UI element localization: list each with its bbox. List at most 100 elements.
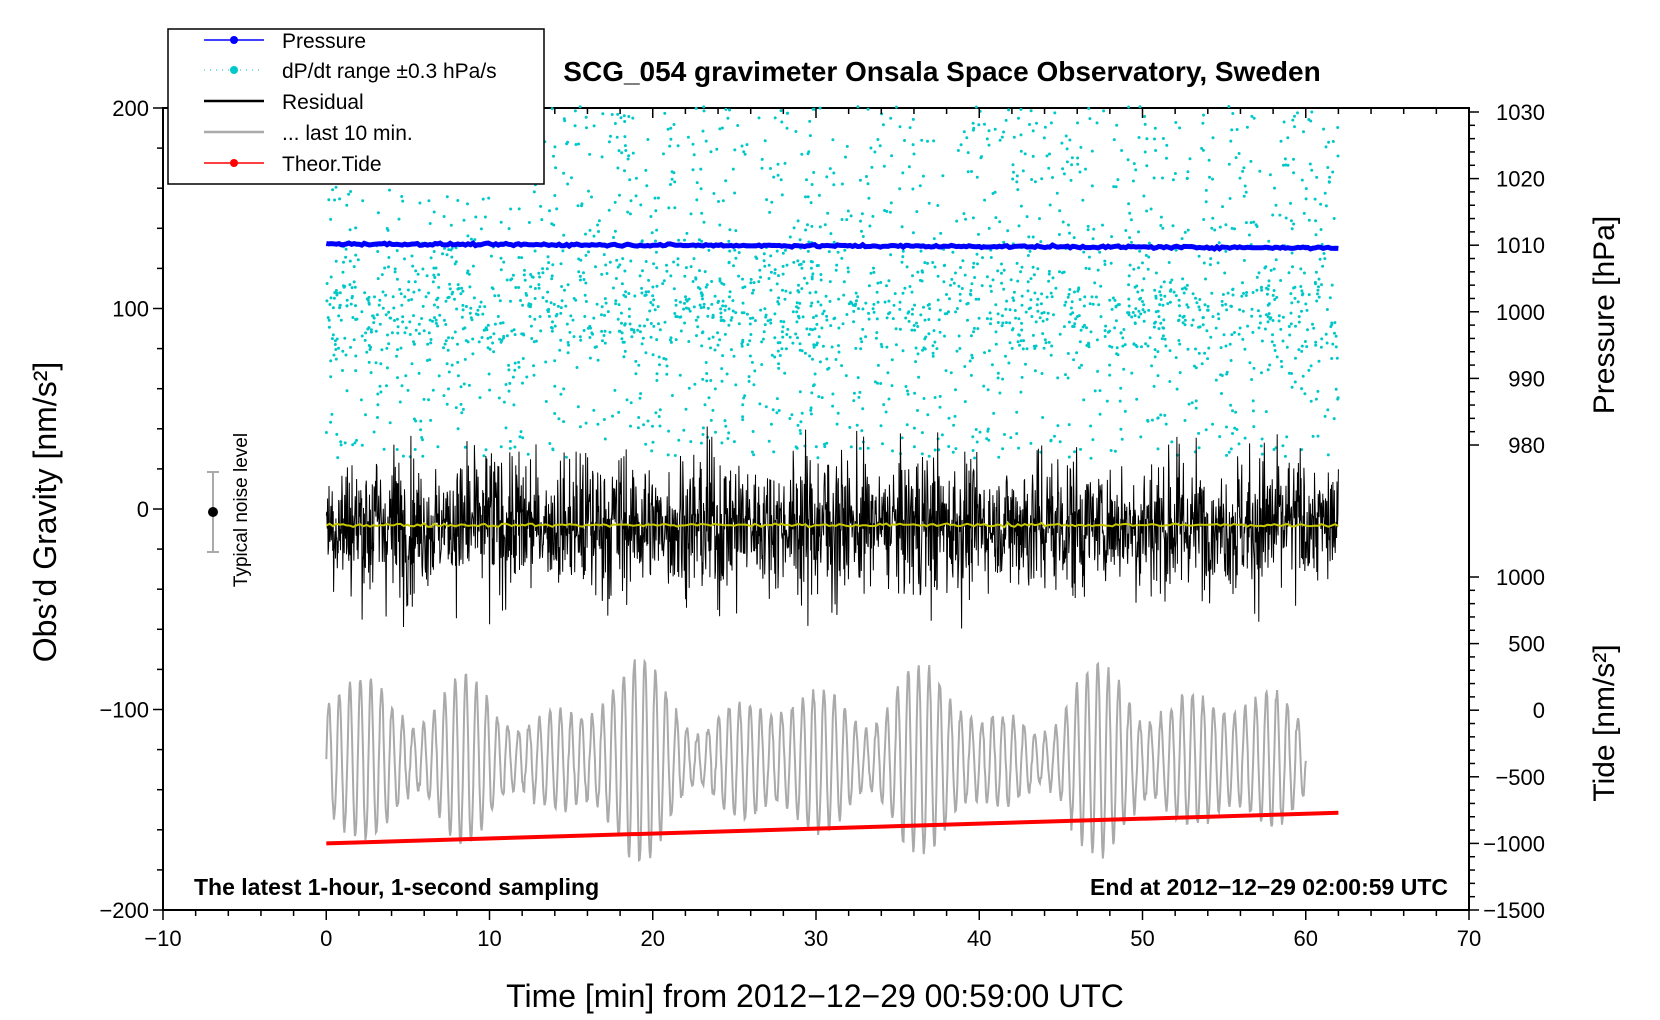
dpdt-point	[731, 167, 735, 171]
dpdt-point	[1120, 149, 1124, 152]
x-tick-label: 50	[1130, 926, 1154, 951]
dpdt-point	[432, 266, 436, 270]
dpdt-point	[971, 449, 975, 452]
dpdt-point	[410, 254, 414, 258]
dpdt-point	[1000, 281, 1004, 285]
dpdt-point	[594, 265, 597, 269]
dpdt-point	[1244, 221, 1248, 225]
dpdt-point	[426, 342, 430, 346]
dpdt-point	[634, 176, 638, 180]
dpdt-point	[808, 291, 812, 295]
dpdt-point	[790, 413, 794, 417]
dpdt-point	[1082, 250, 1086, 254]
dpdt-point	[400, 303, 404, 307]
dpdt-point	[1132, 342, 1136, 346]
dpdt-point	[955, 349, 959, 353]
dpdt-point	[624, 290, 628, 294]
dpdt-point	[1203, 351, 1207, 355]
dpdt-point	[417, 371, 421, 375]
dpdt-point	[1163, 294, 1167, 298]
dpdt-point	[707, 337, 711, 341]
dpdt-point	[1071, 325, 1075, 328]
dpdt-point	[911, 307, 914, 311]
dpdt-point	[1234, 410, 1238, 414]
dpdt-point	[416, 272, 420, 276]
dpdt-point	[737, 274, 741, 278]
dpdt-point	[1183, 323, 1187, 327]
dpdt-point	[976, 262, 979, 266]
dpdt-point	[670, 177, 674, 181]
dpdt-point	[692, 305, 696, 309]
dpdt-point	[699, 167, 703, 171]
dpdt-point	[462, 218, 466, 222]
dpdt-point	[887, 279, 891, 283]
dpdt-point	[1038, 316, 1042, 320]
dpdt-point	[467, 272, 471, 276]
dpdt-point	[327, 318, 331, 322]
dpdt-point	[1019, 339, 1023, 343]
dpdt-point	[721, 304, 725, 308]
dpdt-point	[1075, 351, 1079, 355]
dpdt-point	[1020, 294, 1024, 298]
dpdt-point	[461, 308, 465, 312]
dpdt-point	[879, 424, 883, 428]
dpdt-point	[334, 289, 338, 292]
dpdt-point	[1026, 254, 1030, 257]
dpdt-point	[365, 350, 369, 354]
dpdt-point	[330, 337, 334, 341]
dpdt-point	[912, 445, 916, 449]
dpdt-point	[1331, 170, 1335, 174]
dpdt-point	[665, 364, 669, 368]
pressure-tick-label: 1000	[1496, 300, 1545, 325]
dpdt-point	[442, 346, 445, 350]
dpdt-point	[905, 423, 909, 427]
dpdt-point	[1185, 177, 1189, 181]
dpdt-point	[466, 202, 469, 206]
dpdt-point	[685, 299, 689, 303]
dpdt-point	[1225, 370, 1229, 374]
dpdt-point	[548, 442, 552, 445]
dpdt-point	[574, 143, 578, 146]
dpdt-point	[529, 273, 533, 276]
dpdt-point	[520, 256, 524, 260]
dpdt-point	[1242, 166, 1246, 170]
dpdt-point	[1323, 257, 1327, 261]
dpdt-point	[850, 301, 854, 305]
dpdt-point	[1072, 236, 1076, 240]
dpdt-point	[728, 108, 731, 112]
dpdt-point	[1183, 318, 1187, 322]
dpdt-point	[668, 144, 672, 148]
dpdt-point	[1103, 259, 1107, 263]
dpdt-point	[1065, 160, 1069, 164]
dpdt-point	[1027, 307, 1031, 311]
dpdt-point	[911, 231, 915, 235]
dpdt-point	[894, 327, 898, 331]
dpdt-point	[345, 389, 349, 393]
dpdt-point	[1047, 272, 1051, 276]
dpdt-point	[835, 422, 839, 426]
dpdt-point	[808, 354, 812, 358]
dpdt-point	[1049, 439, 1053, 443]
chart-title: SCG_054 gravimeter Onsala Space Observat…	[563, 56, 1320, 87]
dpdt-point	[687, 307, 691, 311]
dpdt-point	[466, 269, 470, 273]
dpdt-point	[563, 288, 566, 292]
dpdt-point	[588, 324, 592, 328]
dpdt-point	[530, 275, 534, 279]
y-axis-title-gravity: Obs’d Gravity [nm/s²]	[27, 362, 63, 663]
dpdt-point	[745, 312, 749, 316]
dpdt-point	[445, 362, 449, 366]
dpdt-point	[727, 431, 731, 435]
dpdt-point	[891, 449, 894, 453]
dpdt-point	[764, 315, 768, 319]
dpdt-point	[447, 387, 450, 391]
dpdt-point	[952, 281, 956, 285]
dpdt-point	[492, 350, 496, 354]
dpdt-point	[846, 209, 850, 213]
dpdt-point	[1172, 290, 1176, 294]
dpdt-point	[954, 310, 958, 314]
dpdt-point	[590, 195, 593, 199]
dpdt-point	[381, 306, 385, 310]
dpdt-point	[859, 337, 863, 341]
dpdt-point	[874, 336, 878, 340]
